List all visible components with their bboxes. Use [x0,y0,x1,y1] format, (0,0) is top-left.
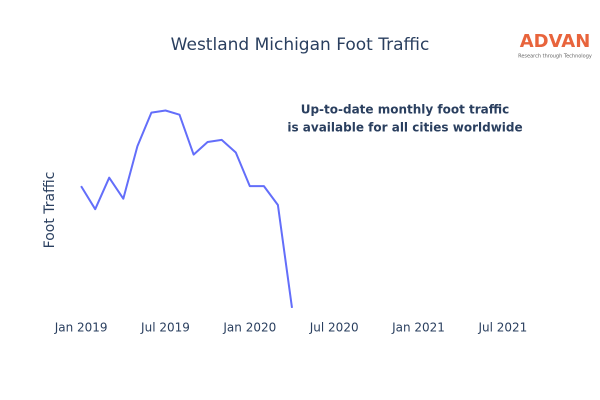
logo: ADVAN [520,31,591,52]
annotation: Up-to-date monthly foot traffic [301,103,510,117]
annotation: is available for all cities worldwide [287,121,522,135]
x-tick-label: Jan 2021 [391,321,445,335]
y-axis-label: Foot Traffic [42,172,58,249]
x-tick-label: Jul 2020 [309,321,359,335]
line [80,109,293,309]
logo-tagline: Research through Technology [518,54,592,60]
x-tick-label: Jul 2019 [140,321,190,335]
x-tick-label: Jul 2021 [477,321,527,335]
x-tick-label: Jan 2019 [54,321,108,335]
x-tick-label: Jan 2020 [222,321,276,335]
chart-title: Westland Michigan Foot Traffic [171,35,430,55]
